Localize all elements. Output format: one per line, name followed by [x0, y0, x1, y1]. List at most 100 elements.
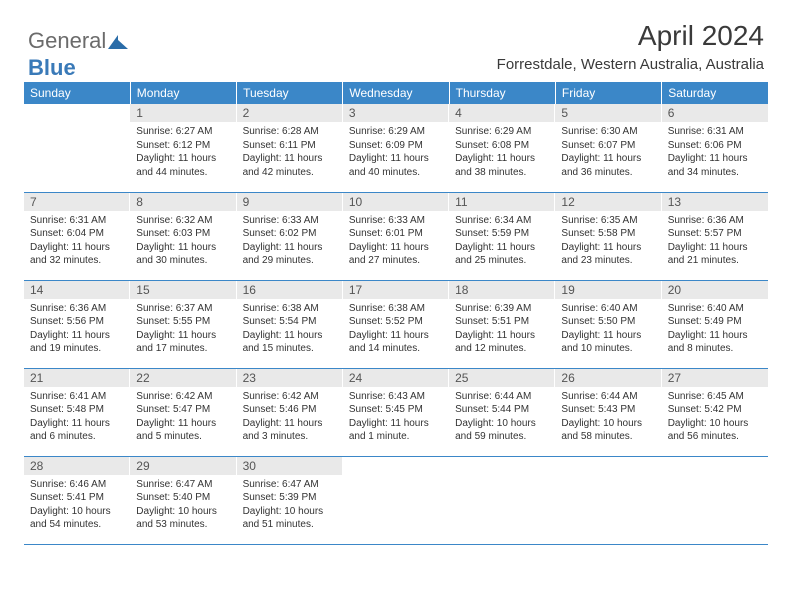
- day-number: 22: [130, 369, 236, 387]
- day-number: 17: [343, 281, 449, 299]
- day-details: Sunrise: 6:38 AMSunset: 5:52 PMDaylight:…: [343, 299, 449, 359]
- day-number: 27: [662, 369, 768, 387]
- day-details: Sunrise: 6:36 AMSunset: 5:57 PMDaylight:…: [662, 211, 768, 271]
- brand-part2: Blue: [28, 55, 76, 80]
- day-details: Sunrise: 6:31 AMSunset: 6:06 PMDaylight:…: [662, 122, 768, 182]
- day-number: 4: [449, 104, 555, 122]
- day-number: 29: [130, 457, 236, 475]
- calendar-week-row: 28Sunrise: 6:46 AMSunset: 5:41 PMDayligh…: [24, 456, 768, 544]
- calendar-day-cell: 9Sunrise: 6:33 AMSunset: 6:02 PMDaylight…: [237, 192, 343, 280]
- day-details: Sunrise: 6:32 AMSunset: 6:03 PMDaylight:…: [130, 211, 236, 271]
- day-details: Sunrise: 6:38 AMSunset: 5:54 PMDaylight:…: [237, 299, 343, 359]
- calendar-day-cell: 19Sunrise: 6:40 AMSunset: 5:50 PMDayligh…: [555, 280, 661, 368]
- calendar-day-cell: 8Sunrise: 6:32 AMSunset: 6:03 PMDaylight…: [130, 192, 236, 280]
- calendar-day-cell: 22Sunrise: 6:42 AMSunset: 5:47 PMDayligh…: [130, 368, 236, 456]
- day-details: Sunrise: 6:39 AMSunset: 5:51 PMDaylight:…: [449, 299, 555, 359]
- calendar-week-row: 7Sunrise: 6:31 AMSunset: 6:04 PMDaylight…: [24, 192, 768, 280]
- calendar-day-cell: 7Sunrise: 6:31 AMSunset: 6:04 PMDaylight…: [24, 192, 130, 280]
- location-text: Forrestdale, Western Australia, Australi…: [497, 56, 764, 73]
- calendar-day-cell: 16Sunrise: 6:38 AMSunset: 5:54 PMDayligh…: [237, 280, 343, 368]
- calendar-day-cell: 14Sunrise: 6:36 AMSunset: 5:56 PMDayligh…: [24, 280, 130, 368]
- weekday-header: Sunday: [24, 82, 130, 104]
- day-details: Sunrise: 6:28 AMSunset: 6:11 PMDaylight:…: [237, 122, 343, 182]
- day-number: 26: [555, 369, 661, 387]
- day-details: Sunrise: 6:29 AMSunset: 6:08 PMDaylight:…: [449, 122, 555, 182]
- day-details: Sunrise: 6:40 AMSunset: 5:49 PMDaylight:…: [662, 299, 768, 359]
- weekday-header: Tuesday: [237, 82, 343, 104]
- day-number: 16: [237, 281, 343, 299]
- calendar-day-cell: [662, 456, 768, 544]
- day-number: 19: [555, 281, 661, 299]
- calendar-day-cell: [24, 104, 130, 192]
- day-number: 25: [449, 369, 555, 387]
- weekday-header: Saturday: [662, 82, 768, 104]
- weekday-header: Wednesday: [343, 82, 449, 104]
- day-number: 13: [662, 193, 768, 211]
- day-details: Sunrise: 6:42 AMSunset: 5:47 PMDaylight:…: [130, 387, 236, 447]
- day-number: 24: [343, 369, 449, 387]
- calendar-day-cell: [555, 456, 661, 544]
- day-details: Sunrise: 6:46 AMSunset: 5:41 PMDaylight:…: [24, 475, 130, 535]
- day-details: Sunrise: 6:33 AMSunset: 6:01 PMDaylight:…: [343, 211, 449, 271]
- day-number: 12: [555, 193, 661, 211]
- calendar-day-cell: 29Sunrise: 6:47 AMSunset: 5:40 PMDayligh…: [130, 456, 236, 544]
- day-details: Sunrise: 6:34 AMSunset: 5:59 PMDaylight:…: [449, 211, 555, 271]
- calendar-day-cell: 21Sunrise: 6:41 AMSunset: 5:48 PMDayligh…: [24, 368, 130, 456]
- brand-part1: General: [28, 28, 106, 53]
- calendar-day-cell: [343, 456, 449, 544]
- day-number: 11: [449, 193, 555, 211]
- calendar-day-cell: 26Sunrise: 6:44 AMSunset: 5:43 PMDayligh…: [555, 368, 661, 456]
- day-details: Sunrise: 6:42 AMSunset: 5:46 PMDaylight:…: [237, 387, 343, 447]
- day-number: 3: [343, 104, 449, 122]
- day-details: Sunrise: 6:27 AMSunset: 6:12 PMDaylight:…: [130, 122, 236, 182]
- calendar-day-cell: 27Sunrise: 6:45 AMSunset: 5:42 PMDayligh…: [662, 368, 768, 456]
- calendar-day-cell: 30Sunrise: 6:47 AMSunset: 5:39 PMDayligh…: [237, 456, 343, 544]
- calendar-day-cell: 15Sunrise: 6:37 AMSunset: 5:55 PMDayligh…: [130, 280, 236, 368]
- weekday-header-row: SundayMondayTuesdayWednesdayThursdayFrid…: [24, 82, 768, 104]
- day-details: Sunrise: 6:33 AMSunset: 6:02 PMDaylight:…: [237, 211, 343, 271]
- day-details: Sunrise: 6:36 AMSunset: 5:56 PMDaylight:…: [24, 299, 130, 359]
- calendar-week-row: 21Sunrise: 6:41 AMSunset: 5:48 PMDayligh…: [24, 368, 768, 456]
- calendar-day-cell: 4Sunrise: 6:29 AMSunset: 6:08 PMDaylight…: [449, 104, 555, 192]
- calendar-day-cell: 25Sunrise: 6:44 AMSunset: 5:44 PMDayligh…: [449, 368, 555, 456]
- calendar-day-cell: 28Sunrise: 6:46 AMSunset: 5:41 PMDayligh…: [24, 456, 130, 544]
- weekday-header: Monday: [130, 82, 236, 104]
- day-number: 20: [662, 281, 768, 299]
- day-details: Sunrise: 6:40 AMSunset: 5:50 PMDaylight:…: [555, 299, 661, 359]
- day-number: 8: [130, 193, 236, 211]
- calendar-day-cell: 13Sunrise: 6:36 AMSunset: 5:57 PMDayligh…: [662, 192, 768, 280]
- calendar-day-cell: 20Sunrise: 6:40 AMSunset: 5:49 PMDayligh…: [662, 280, 768, 368]
- logo-icon: [108, 29, 128, 55]
- day-details: Sunrise: 6:29 AMSunset: 6:09 PMDaylight:…: [343, 122, 449, 182]
- calendar-week-row: 1Sunrise: 6:27 AMSunset: 6:12 PMDaylight…: [24, 104, 768, 192]
- day-number: 23: [237, 369, 343, 387]
- calendar-day-cell: 17Sunrise: 6:38 AMSunset: 5:52 PMDayligh…: [343, 280, 449, 368]
- header-right: April 2024 Forrestdale, Western Australi…: [497, 20, 764, 73]
- day-details: Sunrise: 6:45 AMSunset: 5:42 PMDaylight:…: [662, 387, 768, 447]
- calendar-day-cell: 1Sunrise: 6:27 AMSunset: 6:12 PMDaylight…: [130, 104, 236, 192]
- day-number: 30: [237, 457, 343, 475]
- day-details: Sunrise: 6:37 AMSunset: 5:55 PMDaylight:…: [130, 299, 236, 359]
- day-details: Sunrise: 6:43 AMSunset: 5:45 PMDaylight:…: [343, 387, 449, 447]
- day-details: Sunrise: 6:35 AMSunset: 5:58 PMDaylight:…: [555, 211, 661, 271]
- brand-logo: General Blue: [28, 28, 128, 81]
- calendar-body: 1Sunrise: 6:27 AMSunset: 6:12 PMDaylight…: [24, 104, 768, 544]
- calendar-day-cell: 12Sunrise: 6:35 AMSunset: 5:58 PMDayligh…: [555, 192, 661, 280]
- calendar-day-cell: 23Sunrise: 6:42 AMSunset: 5:46 PMDayligh…: [237, 368, 343, 456]
- day-details: Sunrise: 6:44 AMSunset: 5:44 PMDaylight:…: [449, 387, 555, 447]
- day-number: 1: [130, 104, 236, 122]
- day-number: 28: [24, 457, 130, 475]
- day-details: Sunrise: 6:30 AMSunset: 6:07 PMDaylight:…: [555, 122, 661, 182]
- day-details: Sunrise: 6:41 AMSunset: 5:48 PMDaylight:…: [24, 387, 130, 447]
- month-title: April 2024: [497, 20, 764, 52]
- day-details: Sunrise: 6:47 AMSunset: 5:39 PMDaylight:…: [237, 475, 343, 535]
- calendar-day-cell: 5Sunrise: 6:30 AMSunset: 6:07 PMDaylight…: [555, 104, 661, 192]
- calendar-day-cell: [449, 456, 555, 544]
- day-details: Sunrise: 6:31 AMSunset: 6:04 PMDaylight:…: [24, 211, 130, 271]
- day-number: 10: [343, 193, 449, 211]
- day-number: 21: [24, 369, 130, 387]
- day-number: 5: [555, 104, 661, 122]
- day-number: 18: [449, 281, 555, 299]
- day-number: 9: [237, 193, 343, 211]
- day-number: 2: [237, 104, 343, 122]
